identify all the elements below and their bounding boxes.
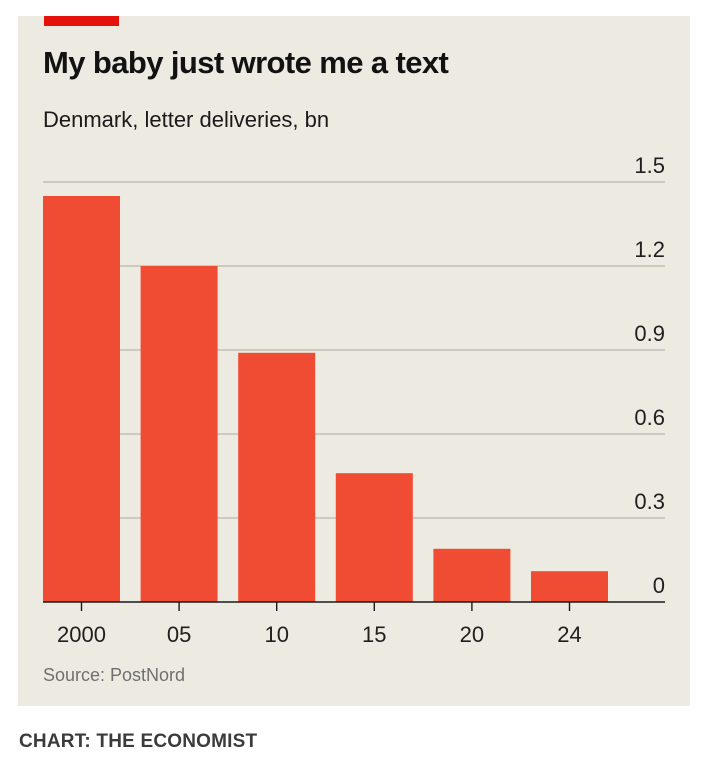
bar — [238, 352, 316, 602]
bar — [531, 571, 608, 602]
x-tick-label: 15 — [362, 622, 386, 647]
chart-subtitle: Denmark, letter deliveries, bn — [43, 107, 330, 132]
y-tick-label: 1.5 — [634, 153, 665, 178]
source-note: Source: PostNord — [43, 665, 186, 685]
x-tick-label: 20 — [460, 622, 484, 647]
chart-credit: CHART: THE ECONOMIST — [19, 731, 258, 752]
bar — [433, 548, 511, 602]
bar — [335, 473, 413, 602]
y-tick-label: 0.3 — [634, 489, 665, 514]
chart-title: My baby just wrote me a text — [43, 45, 449, 80]
bar — [140, 266, 218, 602]
x-tick-label: 2000 — [57, 622, 106, 647]
bar — [43, 196, 120, 602]
y-tick-label: 0 — [653, 573, 665, 598]
y-axis-ticks: 0 0.3 0.6 0.9 1.2 1.5 — [634, 153, 665, 598]
y-tick-label: 0.6 — [634, 405, 665, 430]
bars — [43, 196, 608, 602]
x-tick-label: 05 — [167, 622, 191, 647]
brand-red-tag — [44, 16, 119, 26]
x-tick-label: 10 — [264, 622, 288, 647]
y-tick-label: 0.9 — [634, 321, 665, 346]
y-tick-label: 1.2 — [634, 237, 665, 262]
x-axis-ticks: 2000 05 10 15 20 24 — [57, 602, 582, 647]
x-tick-label: 24 — [557, 622, 581, 647]
gridlines — [43, 181, 665, 519]
